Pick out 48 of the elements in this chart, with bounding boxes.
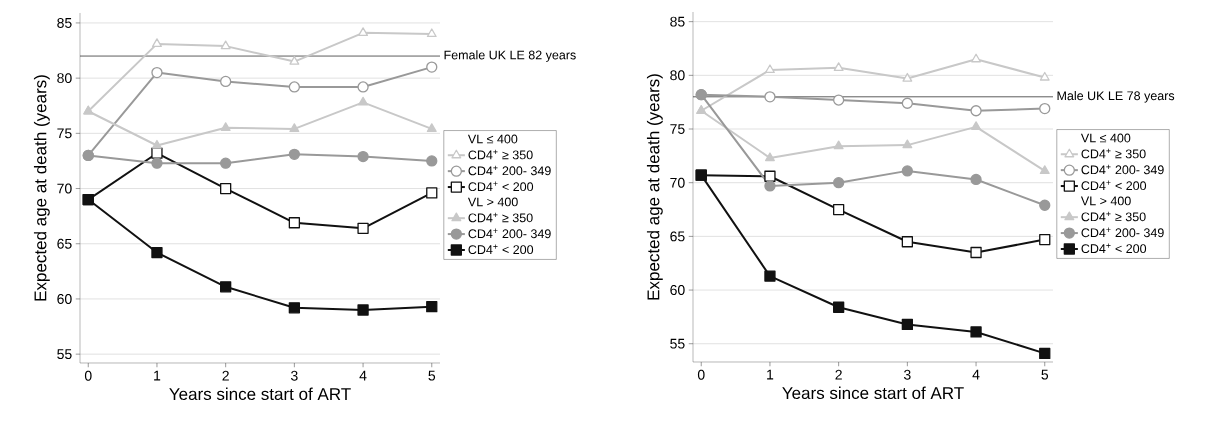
ref-line-label: Male UK LE 78 years	[1057, 90, 1175, 103]
y-tick-label: 75	[57, 128, 72, 139]
x-tick-label: 3	[291, 370, 298, 381]
legend-label: CD4$^{+}$ ≥ 350	[468, 212, 533, 223]
y-tick-label: 65	[57, 238, 72, 249]
y-tick-label: 60	[57, 293, 72, 304]
text: VL ≤ 400	[467, 134, 518, 144]
y-tick-label: 85	[670, 16, 685, 27]
legend-label: CD4$^{+}$ < 200	[468, 181, 534, 192]
legend-label: CD4$^{+}$ ≥ 350	[468, 149, 533, 160]
legend-label: CD4$^{+}$ 200- 349	[468, 165, 551, 176]
x-tick-label: 1	[154, 370, 161, 381]
ref-line-label: Female UK LE 82 years	[444, 50, 576, 62]
x-tick-label: 2	[222, 370, 229, 381]
y-tick-label: 85	[57, 17, 72, 28]
legend-label: CD4$^{+}$ 200- 349	[1081, 164, 1164, 175]
x-tick-label: 2	[835, 369, 842, 380]
y-axis-title: Expected age at death (years)	[646, 74, 663, 300]
x-tick-label: 0	[84, 370, 92, 381]
x-tick-label: 4	[972, 369, 980, 380]
y-tick-label: 55	[57, 349, 72, 360]
y-tick-label: 80	[670, 70, 685, 81]
y-tick-label: 70	[57, 183, 72, 194]
x-tick-label: 3	[903, 369, 911, 380]
x-tick-label: 4	[359, 370, 367, 381]
x-tick-label: 0	[697, 369, 705, 380]
y-tick-label: 65	[670, 231, 685, 242]
legend-label: CD4$^{+}$ 200- 349	[468, 228, 551, 239]
x-tick-label: 5	[1041, 369, 1049, 380]
y-axis-title: Expected age at death (years)	[33, 75, 50, 301]
x-axis-title: Years since start of ART	[782, 386, 964, 400]
legend-label: CD4$^{+}$ 200- 349	[1081, 227, 1164, 238]
text: VL ≤ 400	[1080, 133, 1131, 143]
text: VL > 400	[467, 197, 518, 207]
x-tick-label: 1	[767, 369, 774, 380]
legend-label: CD4$^{+}$ ≥ 350	[1081, 148, 1146, 159]
legend-label: CD4$^{+}$ < 200	[468, 244, 534, 255]
y-tick-label: 55	[670, 338, 685, 349]
text: VL > 400	[1080, 196, 1131, 206]
legend-label: CD4$^{+}$ ≥ 350	[1081, 211, 1146, 222]
y-tick-label: 80	[57, 73, 72, 84]
y-tick-label: 60	[670, 285, 685, 296]
legend-label: CD4$^{+}$ < 200	[1081, 243, 1147, 254]
x-tick-label: 5	[428, 370, 436, 381]
legend-label: CD4$^{+}$ < 200	[1081, 180, 1147, 191]
y-tick-label: 75	[670, 124, 685, 134]
y-tick-label: 70	[670, 177, 685, 188]
x-axis-title: Years since start of ART	[169, 387, 351, 401]
